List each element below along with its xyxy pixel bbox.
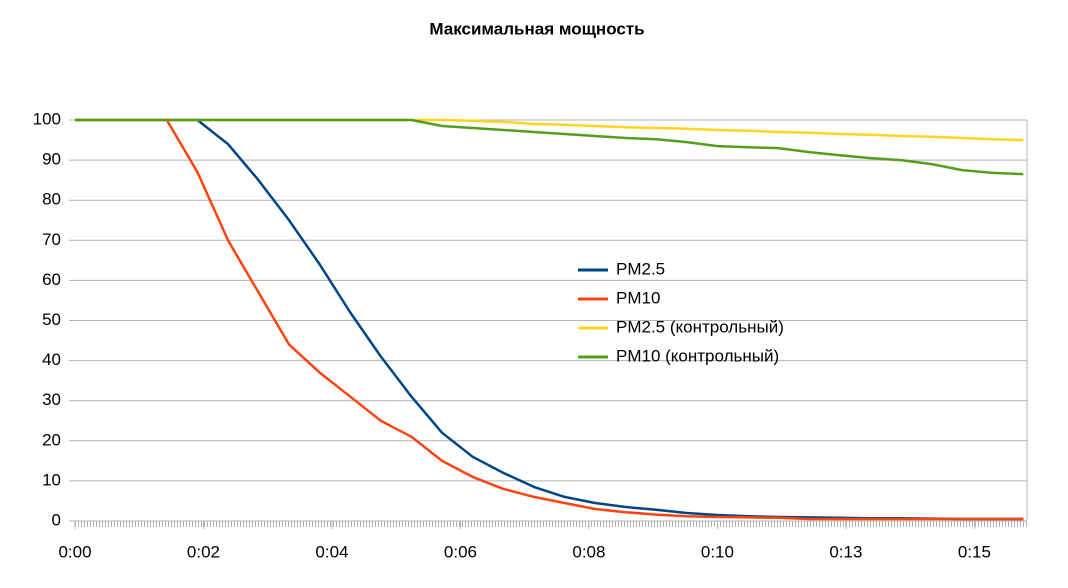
series-line [75,118,1024,176]
x-tick-label: 0:04 [315,542,348,561]
series-line [75,118,1024,521]
y-tick-label: 10 [42,470,61,489]
x-tick-label: 0:13 [829,542,862,561]
x-tick-label: 0:06 [444,542,477,561]
y-tick-label: 30 [42,390,61,409]
legend-label: PM10 [616,288,660,307]
y-tick-label: 20 [42,430,61,449]
legend-label: PM2.5 (контрольный) [616,317,784,336]
x-tick-label: 0:02 [187,542,220,561]
legend-label: PM2.5 [616,259,665,278]
x-tick-label: 0:10 [701,542,734,561]
y-tick-label: 70 [42,230,61,249]
y-tick-label: 100 [33,109,61,128]
y-tick-label: 40 [42,350,61,369]
x-tick-label: 0:15 [958,542,991,561]
legend-label: PM10 (контрольный) [616,346,779,365]
chart-title: Максимальная мощность [429,19,644,38]
y-tick-label: 60 [42,270,61,289]
minor-ticks [75,521,1027,527]
y-tick-label: 90 [42,150,61,169]
y-tick-label: 0 [52,510,61,529]
series-line [75,118,1024,521]
y-tick-label: 50 [42,310,61,329]
x-tick-label: 0:00 [58,542,91,561]
y-tick-label: 80 [42,190,61,209]
x-tick-label: 0:08 [572,542,605,561]
